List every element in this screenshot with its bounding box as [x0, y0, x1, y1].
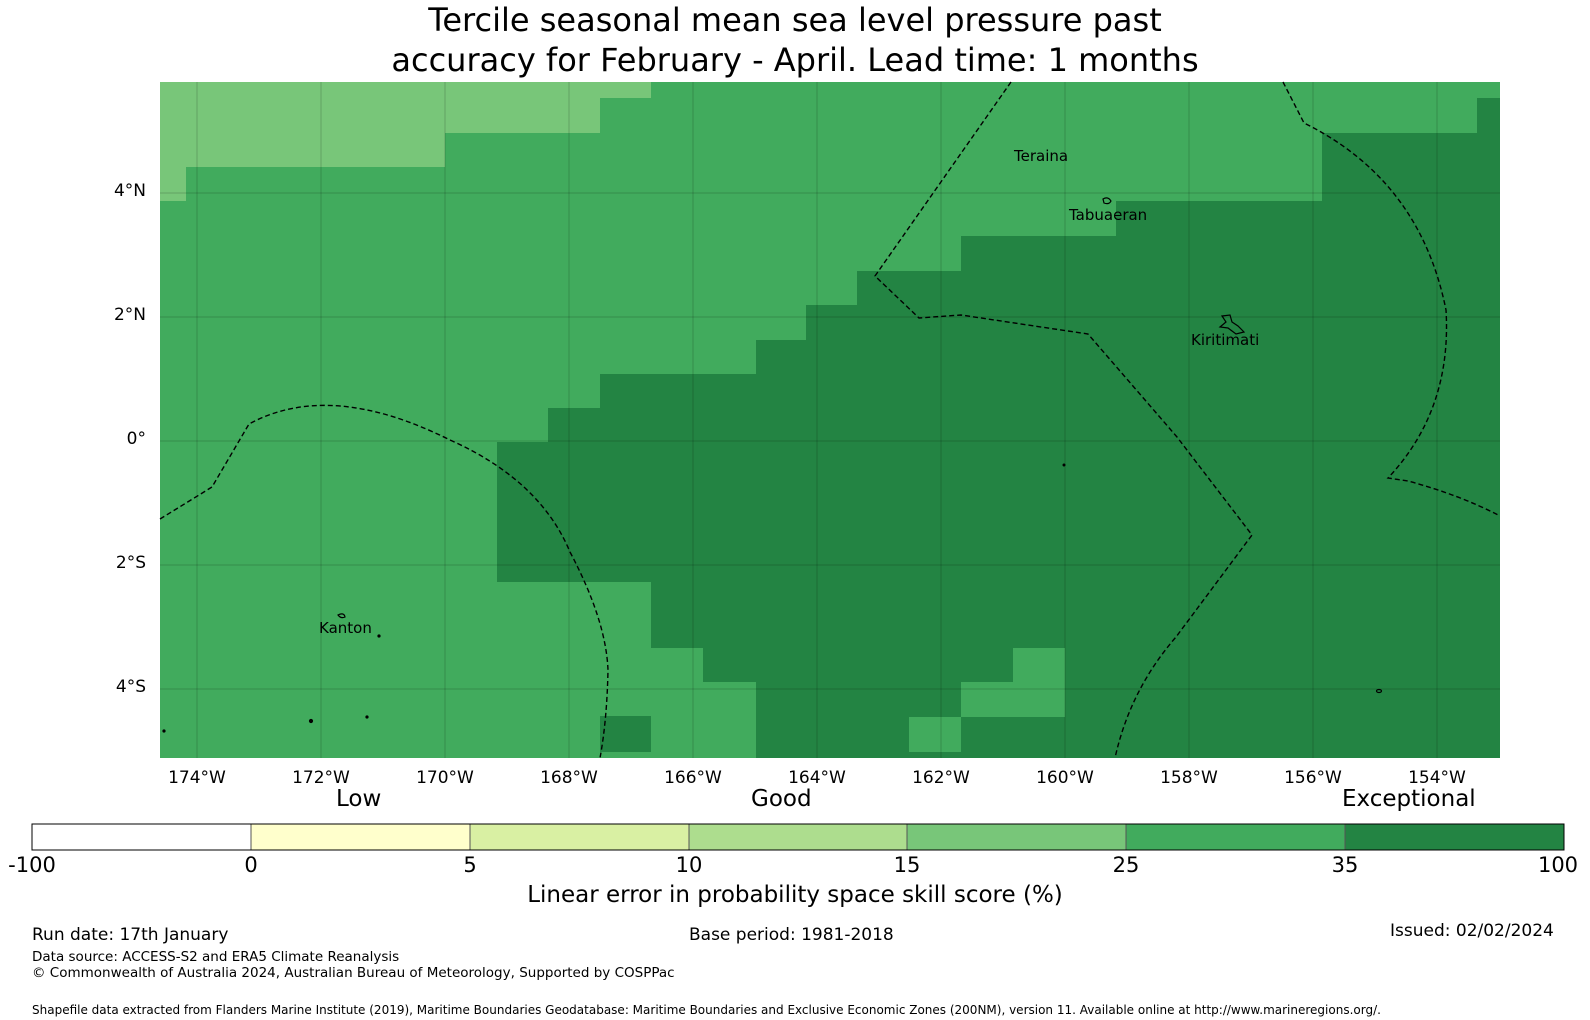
- eez-boundaries: [159, 81, 1501, 759]
- legend-category-good: Good: [751, 786, 812, 812]
- map-title: Tercile seasonal mean sea level pressure…: [0, 0, 1590, 80]
- colorbar-tick: 5: [463, 853, 477, 877]
- colorbar-frame: [31, 823, 1565, 851]
- place-label-kanton: Kanton: [319, 619, 372, 637]
- lon-tick-154w: 154°W: [1408, 768, 1466, 788]
- lon-tick-156w: 156°W: [1284, 768, 1342, 788]
- colorbar-segment-1: [251, 824, 470, 850]
- colorbar-segment-0: [32, 824, 251, 850]
- kiribati-phoenix-eez-boundary: [159, 404, 609, 759]
- skill-region-35-100: [497, 98, 1500, 758]
- colorbar-segment-2: [470, 824, 689, 850]
- lon-tick-158w: 158°W: [1160, 768, 1218, 788]
- lat-tick-4s: 4°S: [115, 677, 146, 697]
- colorbar-tick: 35: [1331, 853, 1359, 877]
- lat-tick-0: 0°: [126, 429, 146, 449]
- colorbar-tick: -100: [8, 853, 56, 877]
- lon-tick-168w: 168°W: [540, 768, 598, 788]
- colorbar-title: Linear error in probability space skill …: [527, 882, 1063, 908]
- colorbar: [31, 823, 1565, 851]
- copyright: © Commonwealth of Australia 2024, Austra…: [32, 965, 675, 981]
- skill-region-25-35-patches: [909, 648, 1065, 752]
- title-line-2: accuracy for February - April. Lead time…: [391, 41, 1199, 79]
- lon-tick-172w: 172°W: [292, 768, 350, 788]
- place-label-teraina: Teraina: [1013, 147, 1068, 165]
- kiribati-line-eez-boundary: [874, 81, 1253, 759]
- colorbar-segment-5: [1126, 824, 1345, 850]
- colorbar-tick: 0: [244, 853, 258, 877]
- run-date: Run date: 17th January: [32, 925, 229, 945]
- colorbar-tick: 25: [1112, 853, 1140, 877]
- kiritimati-island: [1218, 314, 1246, 335]
- kiribati-east-eez-boundary: [1282, 81, 1501, 517]
- island-outlines: [162, 197, 1383, 733]
- legend-category-exceptional: Exceptional: [1342, 786, 1476, 812]
- data-source: Data source: ACCESS-S2 and ERA5 Climate …: [32, 949, 400, 965]
- lon-tick-166w: 166°W: [664, 768, 722, 788]
- place-label-tabuaeran: Tabuaeran: [1068, 206, 1147, 224]
- lat-tick-2s: 2°S: [115, 553, 146, 573]
- lat-tick-2n: 2°N: [113, 305, 146, 325]
- legend-category-low: Low: [336, 786, 382, 812]
- lon-tick-174w: 174°W: [168, 768, 226, 788]
- colorbar-segment-6: [1345, 824, 1564, 850]
- issued-date: Issued: 02/02/2024: [1390, 921, 1554, 941]
- colorbar-tick: 15: [893, 853, 921, 877]
- colorbar-segment-3: [689, 824, 907, 850]
- lon-tick-170w: 170°W: [416, 768, 474, 788]
- colorbar-tick: 100: [1537, 853, 1579, 877]
- tabuaeran-island: [1102, 197, 1112, 205]
- colorbar-segment-4: [907, 824, 1126, 850]
- place-label-kiritimati: Kiritimati: [1191, 331, 1259, 349]
- lat-tick-4n: 4°N: [113, 181, 146, 201]
- base-period: Base period: 1981-2018: [689, 925, 894, 945]
- lon-tick-160w: 160°W: [1036, 768, 1094, 788]
- shapefile-credit: Shapefile data extracted from Flanders M…: [32, 1003, 1381, 1017]
- lon-tick-162w: 162°W: [912, 768, 970, 788]
- map-gridlines: [160, 82, 1500, 758]
- colorbar-tick: 10: [675, 853, 703, 877]
- kanton-island: [337, 613, 346, 619]
- lon-tick-164w: 164°W: [788, 768, 846, 788]
- title-line-1: Tercile seasonal mean sea level pressure…: [428, 1, 1162, 39]
